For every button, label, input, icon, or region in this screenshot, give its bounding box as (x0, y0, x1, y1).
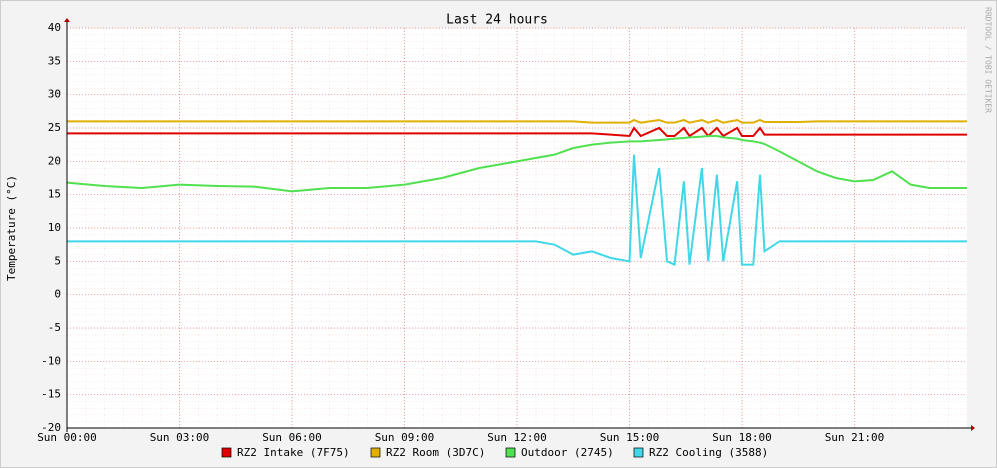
y-tick-label: 25 (48, 121, 61, 134)
legend-label: Outdoor (2745) (521, 446, 614, 459)
legend-label: RZ2 Room (3D7C) (386, 446, 485, 459)
legend-swatch (221, 447, 232, 458)
y-tick-label: -20 (41, 421, 61, 434)
x-tick-label: Sun 15:00 (600, 431, 660, 444)
y-tick-label: 15 (48, 188, 61, 201)
legend-swatch (370, 447, 381, 458)
y-axis-label: Temperature (°C) (5, 175, 18, 281)
x-tick-label: Sun 18:00 (712, 431, 772, 444)
x-tick-label: Sun 06:00 (262, 431, 322, 444)
y-tick-label: -10 (41, 354, 61, 367)
series-line (67, 154, 967, 267)
y-tick-label: 5 (54, 254, 61, 267)
x-tick-label: Sun 09:00 (375, 431, 435, 444)
y-tick-label: 0 (54, 288, 61, 301)
watermark: RRDTOOL / TOBI OETIKER (984, 7, 993, 113)
x-arrow (971, 425, 975, 431)
y-tick-label: -15 (41, 388, 61, 401)
x-tick-label: Sun 21:00 (825, 431, 885, 444)
y-tick-label: 40 (48, 21, 61, 34)
series-line (67, 118, 967, 124)
y-tick-label: 30 (48, 88, 61, 101)
x-tick-label: Sun 03:00 (150, 431, 210, 444)
legend-swatch (633, 447, 644, 458)
y-arrow (64, 18, 70, 22)
legend-swatch (505, 447, 516, 458)
y-tick-label: 20 (48, 154, 61, 167)
legend-label: RZ2 Intake (7F75) (237, 446, 350, 459)
y-tick-label: -5 (48, 321, 61, 334)
x-tick-label: Sun 12:00 (487, 431, 547, 444)
series (66, 118, 967, 267)
series-line (67, 126, 967, 138)
legend: RZ2 Intake (7F75) RZ2 Room (3D7C) Outdoor … (221, 446, 768, 459)
x-tick-label: Sun 00:00 (37, 431, 97, 444)
legend-label: RZ2 Cooling (3588) (649, 446, 768, 459)
chart-title: Last 24 hours (446, 13, 548, 28)
series-line (66, 135, 967, 193)
y-tick-label: 35 (48, 54, 61, 67)
y-tick-label: 10 (48, 221, 61, 234)
